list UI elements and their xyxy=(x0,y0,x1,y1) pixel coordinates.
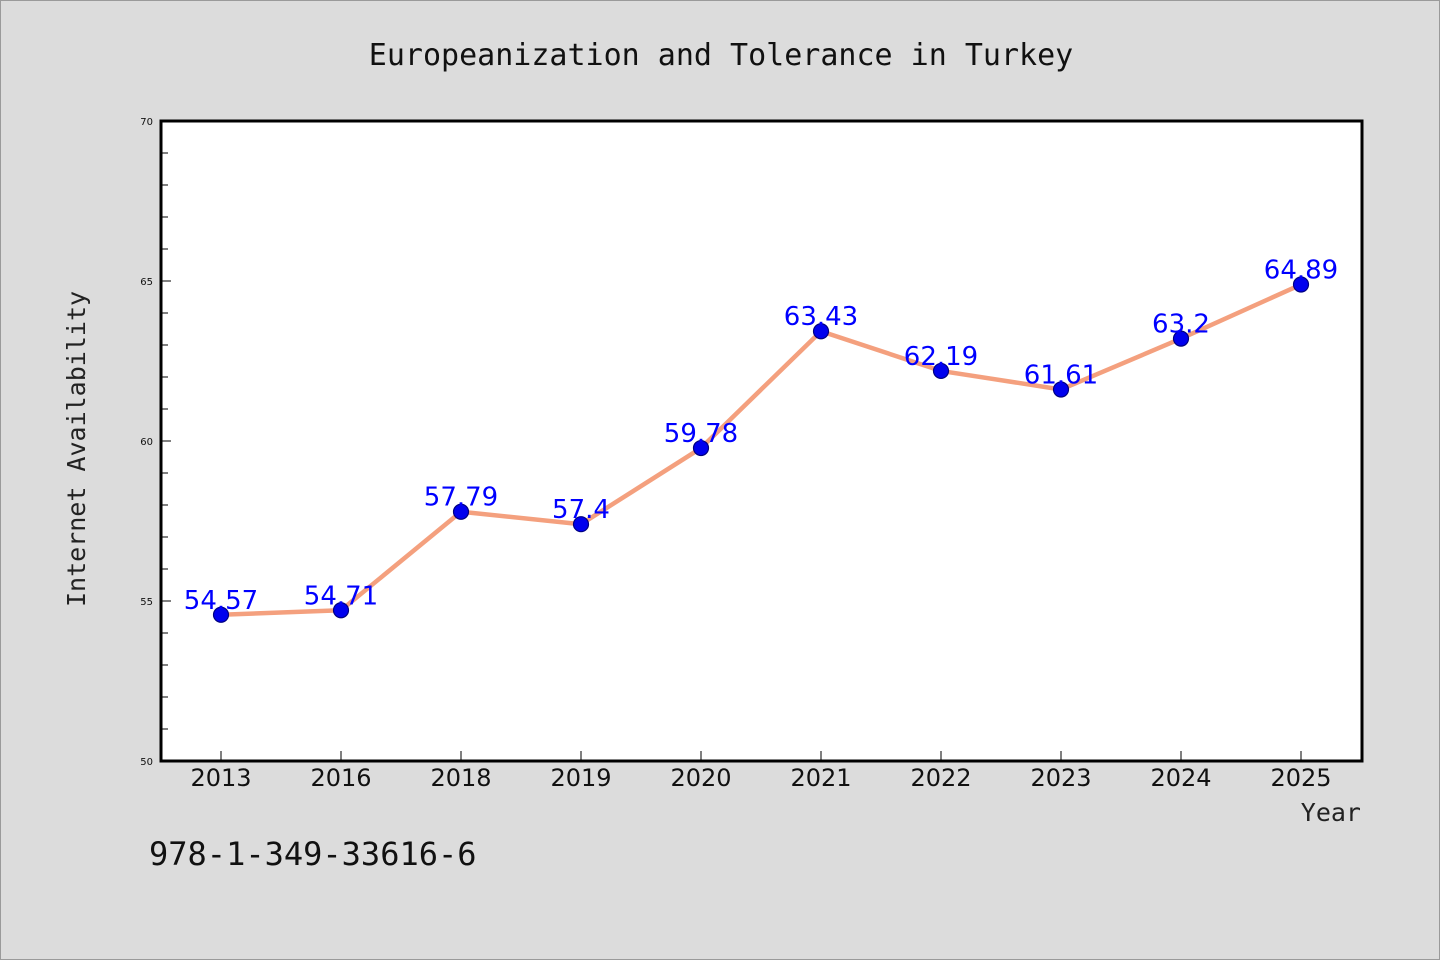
x-tick-label: 2022 xyxy=(910,764,971,792)
footnote-isbn: 978-1-349-33616-6 xyxy=(149,835,477,873)
data-label: 62.19 xyxy=(904,342,978,372)
plot-area xyxy=(161,121,1362,761)
data-label: 61.61 xyxy=(1024,360,1098,390)
y-tick-label: 70 xyxy=(140,117,153,128)
chart-title: Europeanization and Tolerance in Turkey xyxy=(369,38,1073,73)
data-point xyxy=(452,503,470,520)
data-labels: 54.57 54.71 57.79 57.4 59.78 63.43 62.19 61.61 6… xyxy=(184,256,1338,616)
data-point xyxy=(212,606,230,623)
data-point xyxy=(1292,276,1310,293)
x-tick-label: 2018 xyxy=(430,764,491,792)
x-tick-label: 2019 xyxy=(550,764,611,792)
x-tick-label: 2013 xyxy=(190,764,251,792)
x-tick-label: 2021 xyxy=(790,764,851,792)
x-tick-label: 2024 xyxy=(1150,764,1211,792)
x-axis-label: Year xyxy=(1301,798,1361,827)
data-label: 57.4 xyxy=(552,495,610,525)
data-label: 63.43 xyxy=(784,302,858,332)
data-point xyxy=(932,362,950,380)
y-tick-label: 65 xyxy=(140,277,153,288)
y-axis-label: Internet Availability xyxy=(62,291,91,607)
data-point xyxy=(692,439,710,457)
series-line xyxy=(218,282,1304,618)
data-label: 64.89 xyxy=(1264,256,1338,286)
data-markers xyxy=(212,276,1310,623)
x-tick-label: 2016 xyxy=(310,764,371,792)
y-tick-label: 55 xyxy=(140,597,153,608)
data-point xyxy=(572,516,590,533)
data-label: 59.78 xyxy=(664,419,738,449)
data-point xyxy=(812,323,830,340)
x-tick-label: 2025 xyxy=(1270,764,1331,792)
y-tick-label: 50 xyxy=(140,757,153,768)
data-label: 54.57 xyxy=(184,586,258,616)
data-label: 54.71 xyxy=(304,581,378,611)
data-point xyxy=(1172,330,1190,347)
y-tick-label: 60 xyxy=(140,437,153,448)
plot-frame xyxy=(159,119,1364,763)
data-label: 63.2 xyxy=(1152,310,1210,340)
x-tick-label: 2023 xyxy=(1030,764,1091,792)
data-point xyxy=(1052,381,1070,398)
x-axis: 2013 2016 2018 2019 2020 2021 2022 2023 2024 2025 xyxy=(190,751,1332,792)
data-point xyxy=(332,602,350,619)
data-label: 57.79 xyxy=(424,483,498,513)
x-tick-label: 2020 xyxy=(670,764,731,792)
